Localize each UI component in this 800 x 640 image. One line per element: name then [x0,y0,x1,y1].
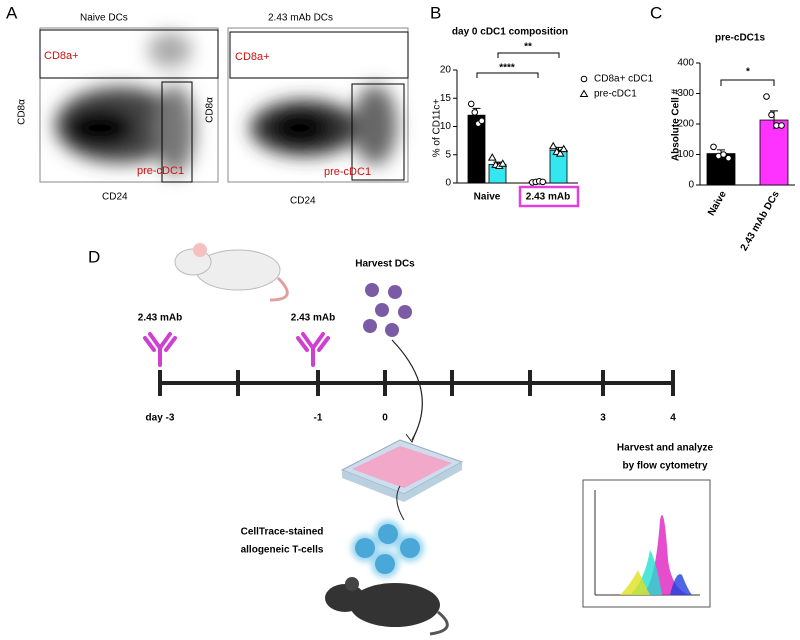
panel-label: A [6,3,18,22]
gate [161,81,193,183]
plot-title: 2.43 mAb DCs [268,13,333,24]
histogram-inset [582,479,711,608]
arrow [391,339,423,441]
mouse-black [325,577,449,636]
y-label: % of CD11c+ [432,99,443,158]
data-point [778,122,785,129]
gate-label: pre-cDC1 [137,165,184,177]
day-label: 0 [382,413,388,424]
y-tick-label: 100 [677,149,694,160]
legend-label: pre-cDC1 [594,89,637,100]
day-label: -1 [314,413,323,424]
y-tick-label: 200 [677,119,694,130]
dose-label: 2.43 mAb [291,313,335,324]
arrowhead [405,431,417,444]
data-point [559,144,569,153]
y-tick-label: 20 [440,65,452,76]
mouse-white [174,243,289,302]
y-tick-label: 400 [677,58,694,69]
t-cells [351,520,424,578]
highlight-box [518,185,580,208]
gate [351,83,405,181]
antibody-icons [143,332,330,367]
density [55,32,195,175]
flow-plot: Naive DCs CD8a+ pre-cDC1 CD24 CD8α [17,13,219,203]
significance-bracket [476,52,560,78]
cells-label: CellTrace-stained [241,527,324,538]
gate [229,31,409,79]
bar [759,119,789,186]
y-tick-label: 15 [440,93,452,104]
x-tick-label: 2.43 mAb DCs [739,189,782,253]
y-label: CD8α [205,97,216,123]
dc-icons [363,283,412,337]
data-point [498,159,508,167]
panel-label: D [88,247,100,266]
day-label: day -3 [146,413,175,424]
data-point [471,109,479,116]
x-label: CD24 [102,192,128,203]
y-tick-label: 300 [677,88,694,99]
data-point [467,100,475,108]
data-point [555,149,565,157]
x-tick-label: Naive [474,192,501,203]
panel-label: B [430,3,441,22]
day-label: 3 [600,413,606,424]
data-point [720,151,727,158]
y-tick-label: 0 [688,180,694,191]
data-point [539,178,547,186]
data-point [580,75,588,83]
y-tick-label: 10 [440,121,452,132]
significance: **** [499,63,515,74]
panel-label: C [650,3,662,22]
significance-bracket [720,79,775,86]
flow-plot: 2.43 mAb DCs CD8a+ pre-cDC1 CD24 CD8α [205,13,409,207]
y-label: CD8α [17,99,28,125]
y-tick-label: 5 [445,149,451,160]
x-label: CD24 [290,196,316,207]
data-point [548,141,558,150]
legend-label: CD8a+ cDC1 [594,74,654,85]
timeline-ticks [158,370,675,396]
plot-title: Naive DCs [80,13,128,24]
x-tick-label: 2.43 mAb [526,192,570,203]
analyze-label: Harvest and analyze [617,443,714,454]
dose-label: 2.43 mAb [138,313,182,324]
density [250,85,397,165]
y-label: Absolute Cell # [671,88,682,161]
analyze-label: by flow cytometry [622,461,707,472]
data-point [487,153,497,161]
significance: * [746,67,750,78]
x-tick-label: Naive [706,189,729,218]
gate-label: CD8a+ [235,51,270,63]
cells-label: allogeneic T-cells [241,545,324,556]
data-point [478,117,486,125]
gate-label: CD8a+ [44,50,79,62]
data-point [710,143,717,151]
data-point [768,111,775,119]
well-plate [340,439,464,502]
timeline: day -3 -1 0 3 4 [146,370,676,424]
chart-title: pre-cDC1s [715,33,765,44]
y-tick-label: 0 [445,178,451,189]
arrow [396,485,405,521]
data-point [763,93,770,100]
gate-label: pre-cDC1 [324,166,371,178]
significance: ** [524,42,532,53]
data-point [725,154,732,162]
data-point [579,89,589,97]
chart-title: day 0 cDC1 composition [452,27,568,38]
day-label: 4 [670,413,676,424]
gate [39,29,219,79]
harvest-label: Harvest DCs [355,259,415,270]
